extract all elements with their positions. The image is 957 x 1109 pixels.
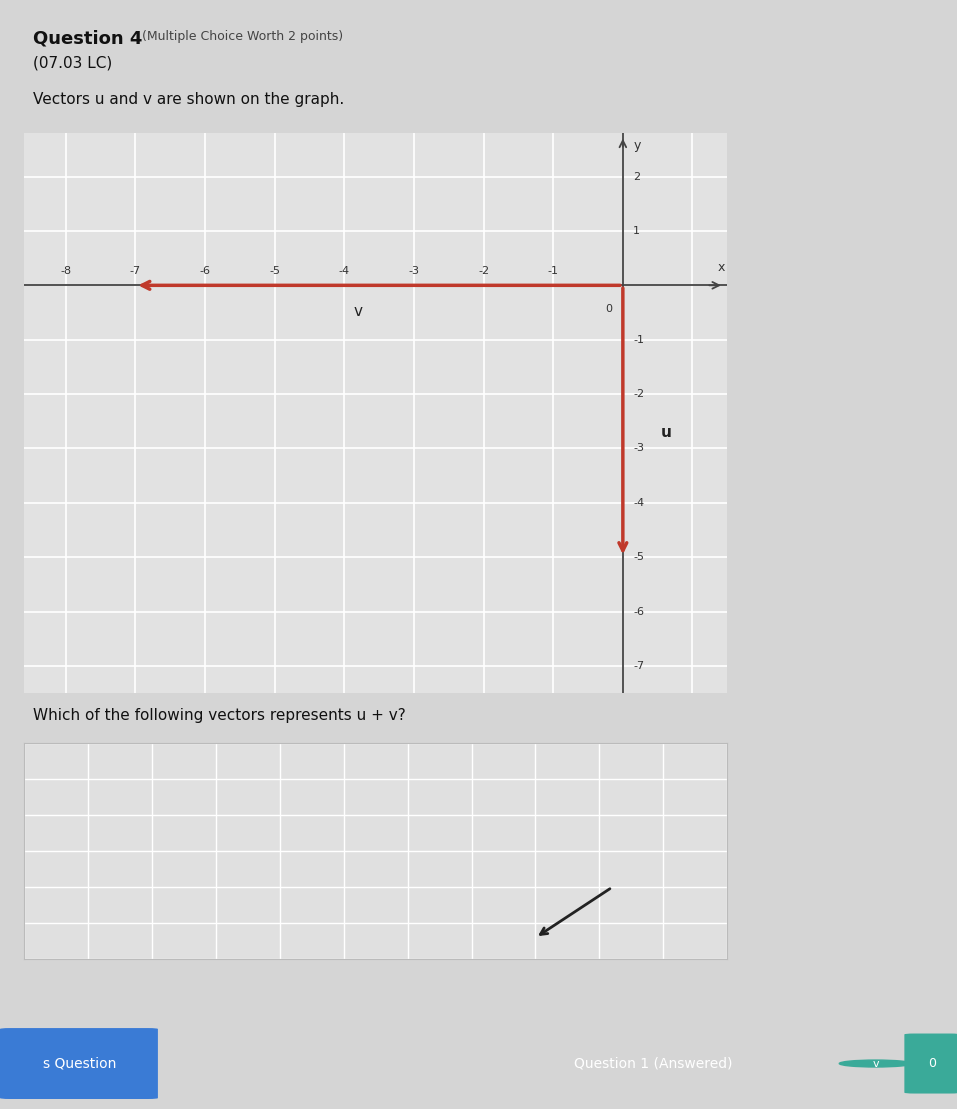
Circle shape bbox=[839, 1060, 912, 1067]
Text: 0: 0 bbox=[606, 304, 612, 314]
Text: -7: -7 bbox=[130, 265, 141, 275]
Text: -3: -3 bbox=[409, 265, 419, 275]
Text: (07.03 LC): (07.03 LC) bbox=[33, 55, 113, 71]
Text: -3: -3 bbox=[634, 444, 644, 454]
Text: v: v bbox=[354, 304, 363, 319]
Text: -2: -2 bbox=[478, 265, 489, 275]
Text: Vectors u and v are shown on the graph.: Vectors u and v are shown on the graph. bbox=[33, 92, 345, 108]
Text: 2: 2 bbox=[634, 172, 640, 182]
Text: -7: -7 bbox=[634, 661, 644, 671]
Text: -6: -6 bbox=[634, 607, 644, 617]
Text: y: y bbox=[634, 139, 640, 152]
Text: s Question: s Question bbox=[43, 1057, 116, 1070]
Text: v: v bbox=[873, 1058, 879, 1069]
Text: Question 4: Question 4 bbox=[33, 30, 143, 48]
Text: -1: -1 bbox=[634, 335, 644, 345]
Text: x: x bbox=[718, 262, 725, 274]
Text: -5: -5 bbox=[269, 265, 280, 275]
FancyBboxPatch shape bbox=[0, 1028, 158, 1099]
Text: -4: -4 bbox=[339, 265, 350, 275]
FancyBboxPatch shape bbox=[904, 1034, 957, 1093]
Text: -4: -4 bbox=[634, 498, 644, 508]
Text: Which of the following vectors represents u + v?: Which of the following vectors represent… bbox=[33, 708, 406, 723]
Text: -2: -2 bbox=[634, 389, 644, 399]
Text: Question 1 (Answered): Question 1 (Answered) bbox=[574, 1057, 733, 1070]
Text: -5: -5 bbox=[634, 552, 644, 562]
Text: 0: 0 bbox=[928, 1057, 936, 1070]
Text: -8: -8 bbox=[60, 265, 71, 275]
Text: -6: -6 bbox=[199, 265, 211, 275]
Text: -1: -1 bbox=[547, 265, 559, 275]
Text: 1: 1 bbox=[634, 226, 640, 236]
Text: (Multiple Choice Worth 2 points): (Multiple Choice Worth 2 points) bbox=[142, 30, 343, 43]
Text: u: u bbox=[661, 425, 672, 439]
